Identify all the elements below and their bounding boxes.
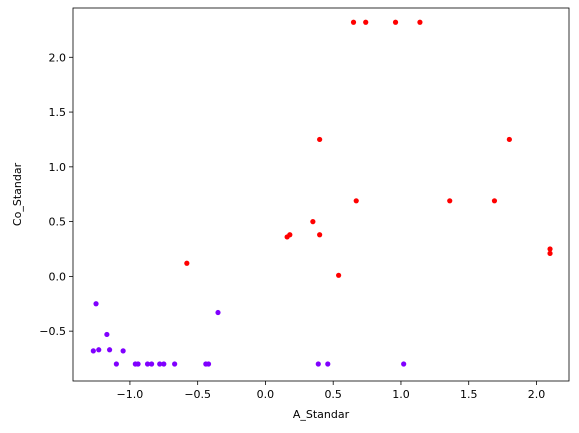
scatter-point bbox=[93, 301, 99, 307]
y-tick-label: 0.5 bbox=[49, 216, 67, 229]
x-tick-label: 1.5 bbox=[460, 388, 478, 401]
x-tick-label: −0.5 bbox=[184, 388, 211, 401]
scatter-point bbox=[215, 309, 221, 316]
scatter-point bbox=[447, 198, 453, 204]
scatter-point bbox=[401, 361, 407, 367]
y-tick-label: 1.5 bbox=[49, 106, 67, 119]
scatter-point bbox=[172, 361, 178, 367]
scatter-point bbox=[90, 348, 96, 354]
x-tick-label: 2.0 bbox=[528, 388, 546, 401]
scatter-point bbox=[106, 347, 113, 353]
scatter-point bbox=[161, 361, 167, 367]
scatter-point bbox=[417, 19, 423, 25]
scatter-point bbox=[287, 232, 293, 238]
scatter-point bbox=[491, 198, 498, 204]
scatter-point bbox=[113, 361, 119, 367]
scatter-point bbox=[547, 250, 553, 256]
scatter-point bbox=[547, 246, 553, 252]
scatter-point bbox=[363, 19, 369, 25]
scatter-point bbox=[392, 19, 399, 25]
scatter-point bbox=[353, 198, 359, 204]
scatter-point bbox=[317, 232, 323, 238]
x-tick-label: 0.5 bbox=[324, 388, 342, 401]
scatter-point bbox=[135, 361, 141, 367]
scatter-point bbox=[336, 272, 342, 278]
y-tick-label: 0.0 bbox=[49, 270, 67, 283]
scatter-point bbox=[149, 361, 155, 367]
y-tick-label: −0.5 bbox=[39, 325, 66, 338]
scatter-point bbox=[317, 136, 323, 143]
scatter-point bbox=[104, 331, 110, 338]
plot-marks bbox=[90, 19, 553, 367]
x-tick-label: 0.0 bbox=[257, 388, 275, 401]
scatter-point bbox=[144, 361, 151, 367]
scatter-point bbox=[350, 19, 357, 25]
plot-frame bbox=[72, 7, 570, 382]
x-axis-ticks: −1.0 −0.5 0.0 0.5 1.0 1.5 2.0 bbox=[117, 381, 546, 401]
x-tick-label: 1.0 bbox=[392, 388, 410, 401]
y-tick-label: 1.0 bbox=[49, 161, 67, 174]
scatter-point bbox=[120, 348, 126, 354]
scatter-point bbox=[310, 219, 316, 225]
scatter-point bbox=[96, 347, 102, 353]
scatter-point bbox=[506, 136, 512, 143]
scatter-point bbox=[157, 361, 163, 367]
scatter-point bbox=[205, 361, 212, 367]
scatter-point bbox=[184, 260, 190, 266]
y-axis-ticks: −0.5 0.0 0.5 1.0 1.5 2.0 bbox=[39, 51, 73, 338]
y-tick-label: 2.0 bbox=[49, 51, 67, 64]
x-tick-label: −1.0 bbox=[117, 388, 144, 401]
scatter-point bbox=[325, 361, 331, 367]
x-axis-label: A_Standar bbox=[293, 408, 350, 421]
y-axis-label: Co_Standar bbox=[11, 162, 24, 226]
scatter-point bbox=[315, 361, 321, 367]
